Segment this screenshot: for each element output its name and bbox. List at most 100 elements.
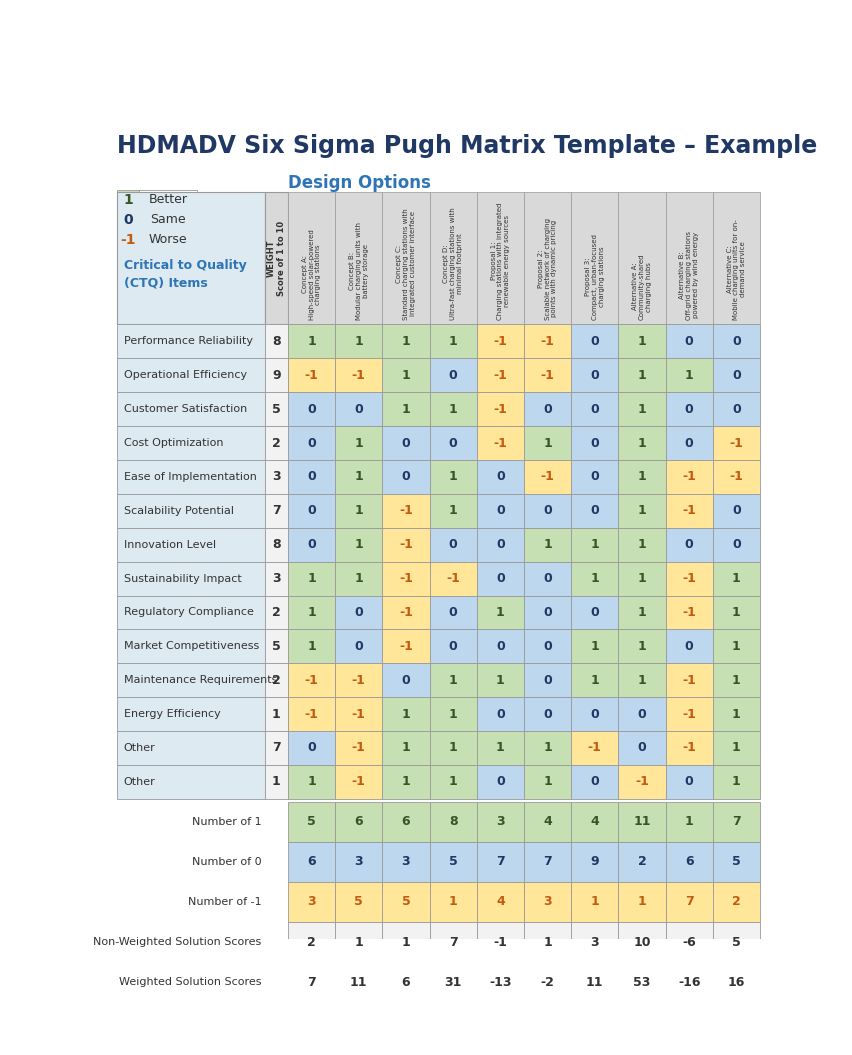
FancyBboxPatch shape bbox=[335, 595, 382, 630]
FancyBboxPatch shape bbox=[523, 697, 571, 731]
FancyBboxPatch shape bbox=[618, 192, 665, 325]
Text: -1: -1 bbox=[304, 708, 318, 721]
Text: 1: 1 bbox=[543, 538, 551, 551]
FancyBboxPatch shape bbox=[571, 460, 618, 494]
Text: 1: 1 bbox=[401, 403, 410, 416]
Text: 1: 1 bbox=[354, 936, 363, 948]
Text: 1: 1 bbox=[636, 639, 646, 653]
Text: 1: 1 bbox=[590, 674, 598, 687]
FancyBboxPatch shape bbox=[712, 922, 759, 962]
Text: 0: 0 bbox=[590, 403, 598, 416]
Text: 1: 1 bbox=[272, 708, 280, 721]
FancyBboxPatch shape bbox=[476, 882, 523, 922]
Text: 0: 0 bbox=[731, 538, 740, 551]
Text: 1: 1 bbox=[448, 334, 457, 348]
Text: 1: 1 bbox=[543, 775, 551, 788]
Text: -1: -1 bbox=[682, 674, 695, 687]
Text: 7: 7 bbox=[495, 856, 504, 868]
Text: HDMADV Six Sigma Pugh Matrix Template – Example: HDMADV Six Sigma Pugh Matrix Template – … bbox=[118, 134, 817, 158]
Text: 1: 1 bbox=[124, 193, 133, 207]
Text: 8: 8 bbox=[448, 816, 457, 828]
Text: 1: 1 bbox=[731, 708, 740, 721]
Text: 0: 0 bbox=[448, 369, 457, 382]
Text: Number of -1: Number of -1 bbox=[187, 897, 262, 907]
FancyBboxPatch shape bbox=[571, 922, 618, 962]
FancyBboxPatch shape bbox=[523, 325, 571, 359]
FancyBboxPatch shape bbox=[288, 561, 335, 595]
FancyBboxPatch shape bbox=[335, 192, 382, 325]
Text: 6: 6 bbox=[401, 816, 410, 828]
Text: 9: 9 bbox=[272, 369, 280, 382]
Text: Regulatory Compliance: Regulatory Compliance bbox=[124, 608, 253, 617]
FancyBboxPatch shape bbox=[288, 922, 335, 962]
Text: 1: 1 bbox=[354, 471, 363, 483]
FancyBboxPatch shape bbox=[665, 922, 712, 962]
Text: 0: 0 bbox=[354, 403, 363, 416]
Text: -1: -1 bbox=[728, 471, 742, 483]
FancyBboxPatch shape bbox=[476, 962, 523, 1002]
FancyBboxPatch shape bbox=[712, 192, 759, 325]
FancyBboxPatch shape bbox=[429, 664, 476, 697]
Text: 1: 1 bbox=[354, 504, 363, 517]
FancyBboxPatch shape bbox=[264, 460, 288, 494]
Text: 7: 7 bbox=[684, 896, 693, 908]
FancyBboxPatch shape bbox=[429, 842, 476, 882]
Text: 1: 1 bbox=[354, 538, 363, 551]
Text: 5: 5 bbox=[731, 856, 740, 868]
Text: 0: 0 bbox=[307, 471, 315, 483]
Text: 0: 0 bbox=[543, 403, 551, 416]
Text: 1: 1 bbox=[731, 674, 740, 687]
Text: 3: 3 bbox=[354, 856, 363, 868]
FancyBboxPatch shape bbox=[665, 325, 712, 359]
FancyBboxPatch shape bbox=[476, 922, 523, 962]
FancyBboxPatch shape bbox=[523, 192, 571, 325]
FancyBboxPatch shape bbox=[264, 426, 288, 460]
FancyBboxPatch shape bbox=[476, 392, 523, 426]
Text: 1: 1 bbox=[590, 572, 598, 586]
FancyBboxPatch shape bbox=[335, 630, 382, 664]
FancyBboxPatch shape bbox=[476, 595, 523, 630]
Text: 2: 2 bbox=[272, 674, 280, 687]
FancyBboxPatch shape bbox=[665, 664, 712, 697]
Text: Other: Other bbox=[124, 743, 155, 753]
Text: 1: 1 bbox=[401, 369, 410, 382]
Text: 0: 0 bbox=[684, 639, 693, 653]
Text: Other: Other bbox=[124, 776, 155, 787]
FancyBboxPatch shape bbox=[118, 210, 139, 230]
Text: Worse: Worse bbox=[149, 233, 187, 246]
Text: -1: -1 bbox=[351, 742, 366, 754]
Text: Innovation Level: Innovation Level bbox=[124, 540, 216, 550]
Text: 1: 1 bbox=[448, 708, 457, 721]
Text: 2: 2 bbox=[272, 437, 280, 449]
Text: -16: -16 bbox=[677, 976, 699, 989]
FancyBboxPatch shape bbox=[288, 359, 335, 392]
Text: 7: 7 bbox=[448, 936, 457, 948]
Text: 1: 1 bbox=[636, 572, 646, 586]
Text: 2: 2 bbox=[636, 856, 646, 868]
FancyBboxPatch shape bbox=[288, 325, 335, 359]
FancyBboxPatch shape bbox=[335, 460, 382, 494]
Text: -1: -1 bbox=[728, 437, 742, 449]
Text: 6: 6 bbox=[684, 856, 693, 868]
Text: 5: 5 bbox=[731, 936, 740, 948]
Text: Operational Efficiency: Operational Efficiency bbox=[124, 370, 246, 380]
FancyBboxPatch shape bbox=[618, 325, 665, 359]
FancyBboxPatch shape bbox=[476, 359, 523, 392]
FancyBboxPatch shape bbox=[665, 842, 712, 882]
FancyBboxPatch shape bbox=[712, 595, 759, 630]
Text: Maintenance Requirements: Maintenance Requirements bbox=[124, 675, 277, 686]
FancyBboxPatch shape bbox=[429, 922, 476, 962]
FancyBboxPatch shape bbox=[264, 359, 288, 392]
Text: 0: 0 bbox=[124, 213, 133, 227]
Text: 3: 3 bbox=[496, 816, 504, 828]
FancyBboxPatch shape bbox=[618, 664, 665, 697]
Text: 0: 0 bbox=[307, 538, 315, 551]
Text: -1: -1 bbox=[682, 606, 695, 619]
FancyBboxPatch shape bbox=[712, 561, 759, 595]
FancyBboxPatch shape bbox=[665, 962, 712, 1002]
FancyBboxPatch shape bbox=[264, 494, 288, 528]
Text: Alternative A:
Community-shared
charging hubs: Alternative A: Community-shared charging… bbox=[631, 253, 651, 320]
Text: Proposal 2:
Scalable network of charging
points with dynamic pricing: Proposal 2: Scalable network of charging… bbox=[537, 218, 556, 320]
Text: 0: 0 bbox=[448, 639, 457, 653]
Text: -1: -1 bbox=[351, 674, 366, 687]
